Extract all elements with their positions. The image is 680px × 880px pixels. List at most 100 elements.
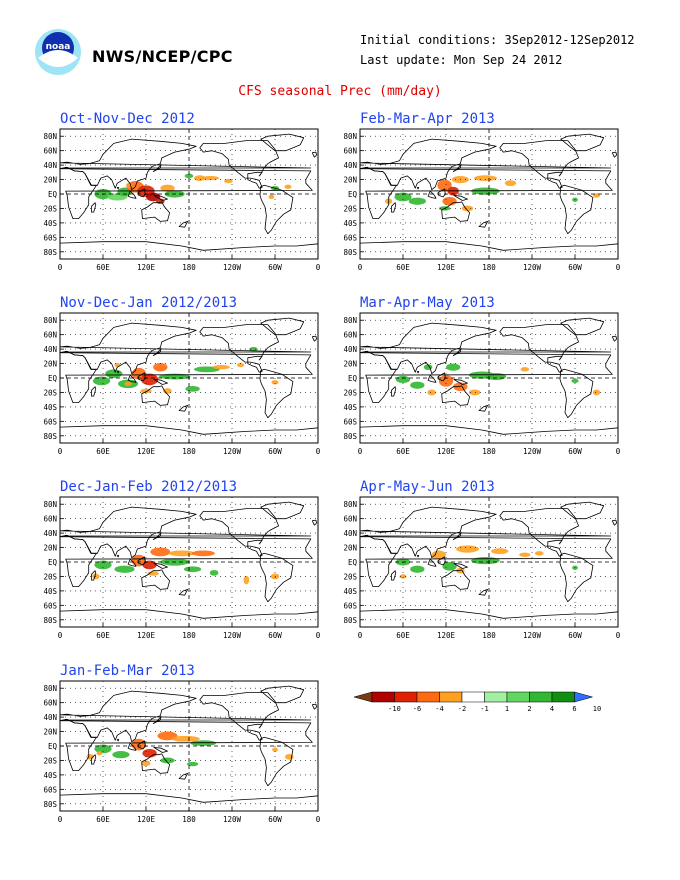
precip-anomaly-patch [571, 378, 579, 384]
coastline [199, 140, 280, 189]
lat-tick-label: 80N [43, 684, 57, 693]
colorbar-segment [371, 691, 395, 703]
lon-tick-label: 180 [482, 447, 496, 456]
coastline [499, 508, 580, 557]
colorbar-tick-label: -6 [413, 705, 421, 713]
lon-tick-label: 60E [396, 263, 410, 272]
coastline [360, 241, 618, 259]
coastline [416, 555, 420, 558]
precip-anomaly-patch [534, 551, 544, 556]
precip-anomaly-patch [168, 550, 195, 557]
coastline [153, 747, 168, 753]
precip-anomaly-patch [186, 761, 199, 767]
lon-tick-label: 60W [568, 631, 582, 640]
lat-tick-label: 40N [43, 161, 57, 170]
main-title: CFS seasonal Prec (mm/day) [238, 84, 442, 99]
precip-anomaly-patch [471, 556, 500, 565]
lat-tick-label: 40N [343, 161, 357, 170]
lat-tick-label: EQ [48, 558, 58, 567]
coastline [360, 425, 618, 443]
lat-tick-label: 20S [343, 204, 357, 213]
lat-tick-label: 60S [43, 233, 57, 242]
precip-anomaly-patch [96, 751, 103, 756]
precip-anomaly-patch [153, 362, 168, 372]
coastline [137, 556, 146, 566]
coastline [360, 609, 618, 627]
coastline [260, 317, 305, 336]
precip-anomaly-patch [171, 735, 200, 742]
lon-tick-label: 60W [268, 263, 282, 272]
coastline [259, 184, 294, 235]
lon-tick-label: 0 [316, 631, 321, 640]
precip-anomaly-patch [194, 175, 206, 181]
coastline [60, 425, 318, 443]
lon-tick-label: 0 [616, 263, 621, 272]
lon-tick-label: 60W [268, 447, 282, 456]
lat-tick-label: 60S [343, 233, 357, 242]
lat-tick-label: 60S [43, 601, 57, 610]
lat-tick-label: 80S [343, 616, 357, 625]
precip-anomaly-patch [94, 560, 112, 570]
coastline [453, 563, 468, 569]
precip-anomaly-patch [446, 363, 461, 371]
lat-tick-label: 20S [43, 756, 57, 765]
lon-tick-label: 120E [437, 631, 456, 640]
coastline [91, 754, 97, 765]
coastline [499, 140, 580, 189]
colorbar-tick-label: -2 [458, 705, 466, 713]
coastline [60, 793, 318, 811]
lat-tick-label: 60N [343, 147, 357, 156]
coastline [259, 736, 294, 787]
precip-anomaly-patch [142, 748, 157, 758]
lat-tick-label: 80N [43, 500, 57, 509]
coastline [153, 379, 168, 385]
lat-tick-label: 20N [43, 176, 57, 185]
coastline [260, 685, 305, 704]
lat-tick-label: EQ [48, 374, 58, 383]
precip-anomaly-patch [105, 369, 123, 378]
lat-tick-label: 60S [43, 417, 57, 426]
lat-tick-label: 20N [43, 544, 57, 553]
coastline [137, 188, 146, 198]
colorbar-segment [461, 691, 485, 703]
precip-anomaly-patch [268, 194, 275, 200]
precip-anomaly-patch [442, 196, 457, 206]
coastline [141, 201, 171, 222]
coastline [152, 164, 162, 172]
lat-tick-label: 40N [43, 529, 57, 538]
coastline [437, 372, 446, 382]
lon-tick-label: 0 [616, 631, 621, 640]
coastline [199, 324, 280, 373]
coastline [311, 703, 318, 710]
precip-anomaly-patch [243, 575, 250, 585]
precip-anomaly-patch [438, 375, 454, 387]
colorbar-segment [529, 691, 553, 703]
precip-anomaly-patch [141, 760, 151, 767]
precip-anomaly-patch [519, 552, 531, 557]
coastline [260, 133, 305, 152]
lon-tick-label: 60W [268, 631, 282, 640]
precip-anomaly-patch [427, 389, 436, 396]
lat-tick-label: 80N [43, 132, 57, 141]
coastline [391, 386, 397, 397]
coastline [391, 570, 397, 581]
lat-tick-label: 60N [43, 331, 57, 340]
lat-tick-label: 80S [43, 800, 57, 809]
lon-tick-label: 0 [316, 815, 321, 824]
precip-anomaly-patch [191, 550, 215, 557]
colorbar-segment [416, 691, 440, 703]
lat-tick-label: 40S [343, 219, 357, 228]
precip-anomaly-patch [399, 574, 407, 579]
colorbar-tick-label: -10 [388, 705, 401, 713]
lat-tick-label: 40S [343, 403, 357, 412]
colorbar-tick-label: -4 [435, 705, 443, 713]
lat-tick-label: 40N [343, 529, 357, 538]
lat-tick-label: 20N [43, 360, 57, 369]
lat-tick-label: 40N [343, 345, 357, 354]
lon-tick-label: 180 [182, 815, 196, 824]
precip-anomaly-patch [431, 550, 446, 560]
precip-anomaly-patch [160, 184, 175, 192]
